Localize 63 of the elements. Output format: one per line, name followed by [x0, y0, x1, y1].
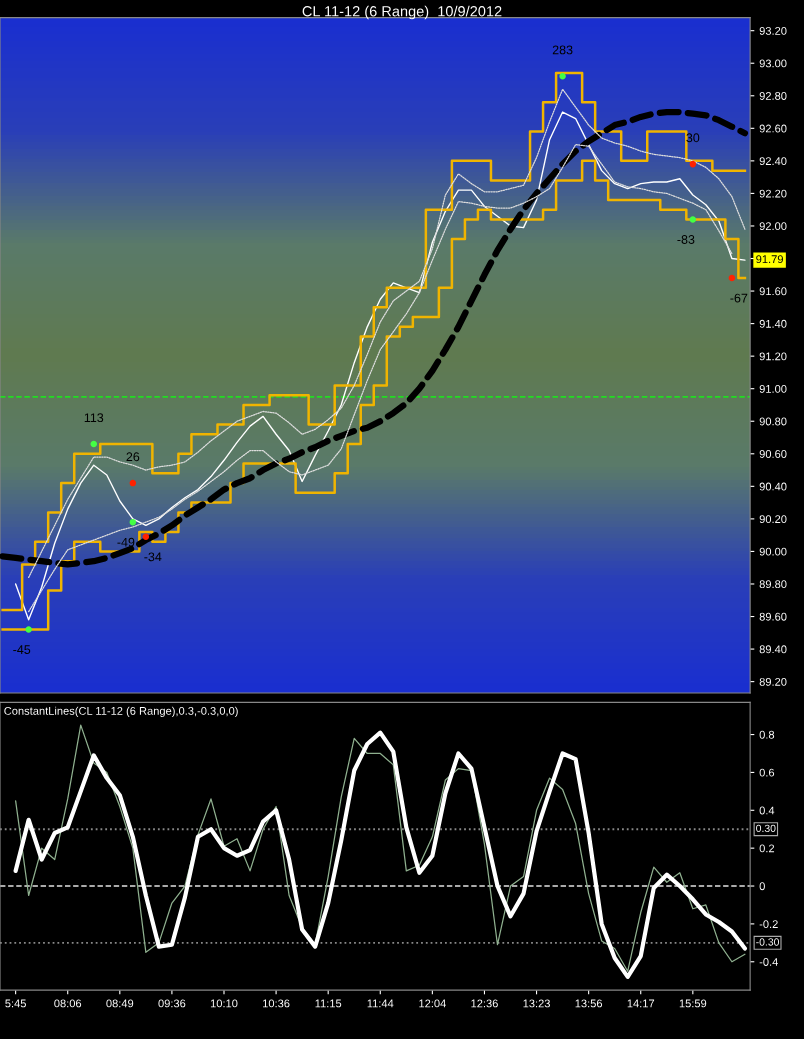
y-tick-label: 92.40	[759, 157, 787, 166]
x-tick-label: 14:17	[627, 999, 655, 1008]
y-tick-label: -0.2	[759, 920, 778, 929]
y-tick-label: 0.8	[759, 730, 775, 739]
point	[129, 479, 137, 487]
point	[559, 72, 566, 80]
annotation: 283	[552, 45, 573, 55]
y-tick-label: 91.40	[759, 319, 787, 328]
y-tick-label: 90.00	[759, 547, 787, 556]
x-tick-label: 12:36	[471, 999, 498, 1008]
annotation: -45	[13, 645, 31, 655]
y-tick-label: 92.20	[759, 189, 787, 198]
x-tick-label: 10:10	[210, 999, 238, 1008]
y-tick-label: 89.60	[759, 612, 787, 621]
y-tick-label: 91.60	[759, 287, 787, 296]
annotation: 26	[126, 452, 140, 462]
y-tick-label: 89.80	[759, 580, 787, 589]
point	[25, 626, 32, 633]
x-tick-label: 11:15	[315, 999, 342, 1008]
y-tick-label: 93.20	[759, 26, 787, 35]
y-tick-label: 90.80	[759, 417, 787, 426]
y-tick-label: 92.00	[759, 222, 787, 231]
y-tick-label: 89.40	[759, 645, 787, 654]
point	[689, 160, 697, 168]
annotation: 113	[84, 413, 104, 423]
point	[689, 216, 697, 223]
x-tick-label: 08:49	[106, 999, 134, 1008]
y-tick-label: 90.20	[759, 515, 787, 524]
text: 91.79	[756, 255, 783, 264]
chart-title: ConstantLines(CL 11-12 (6 Range),0.3,-0.3,0,0)	[4, 706, 238, 718]
chart-title: CL 11-12 (6 Range) 10/9/2012	[302, 5, 502, 20]
y-tick-label: 90.40	[759, 482, 787, 491]
ref-line-label: -0.30	[756, 938, 780, 946]
y-tick-label: 89.20	[759, 677, 787, 686]
point	[142, 533, 150, 541]
annotation: -49	[117, 537, 135, 547]
point	[129, 518, 137, 526]
y-tick-label: 91.20	[759, 352, 787, 361]
y-tick-label: 0	[759, 882, 765, 891]
y-tick-label: 0.4	[759, 806, 775, 815]
x-tick-label: 5:45	[5, 999, 26, 1008]
annotation: -34	[144, 552, 162, 562]
annotation: -67	[730, 293, 748, 303]
x-tick-label: 15:59	[679, 999, 707, 1008]
x-tick-label: 11:44	[367, 999, 394, 1008]
ref-line-label: 0.30	[756, 824, 776, 833]
point	[90, 440, 98, 448]
y-tick-label: 90.60	[759, 450, 787, 458]
y-tick-label: -0.4	[759, 958, 778, 966]
x-tick-label: 13:23	[523, 999, 550, 1008]
y-tick-label: 0.2	[759, 844, 775, 853]
x-tick-label: 10:36	[263, 999, 290, 1008]
y-tick-label: 92.80	[759, 92, 787, 100]
y-tick-label: 0.6	[759, 768, 775, 777]
x-tick-label: 08:06	[54, 999, 82, 1008]
y-tick-label: 93.00	[759, 59, 787, 68]
x-tick-label: 12:04	[419, 999, 446, 1008]
x-tick-label: 09:36	[158, 999, 186, 1008]
annotation: -83	[677, 235, 695, 244]
x-tick-label: 13:56	[575, 999, 603, 1008]
y-tick-label: 92.60	[759, 124, 787, 133]
point	[728, 274, 736, 282]
y-tick-label: 91.00	[759, 384, 787, 393]
